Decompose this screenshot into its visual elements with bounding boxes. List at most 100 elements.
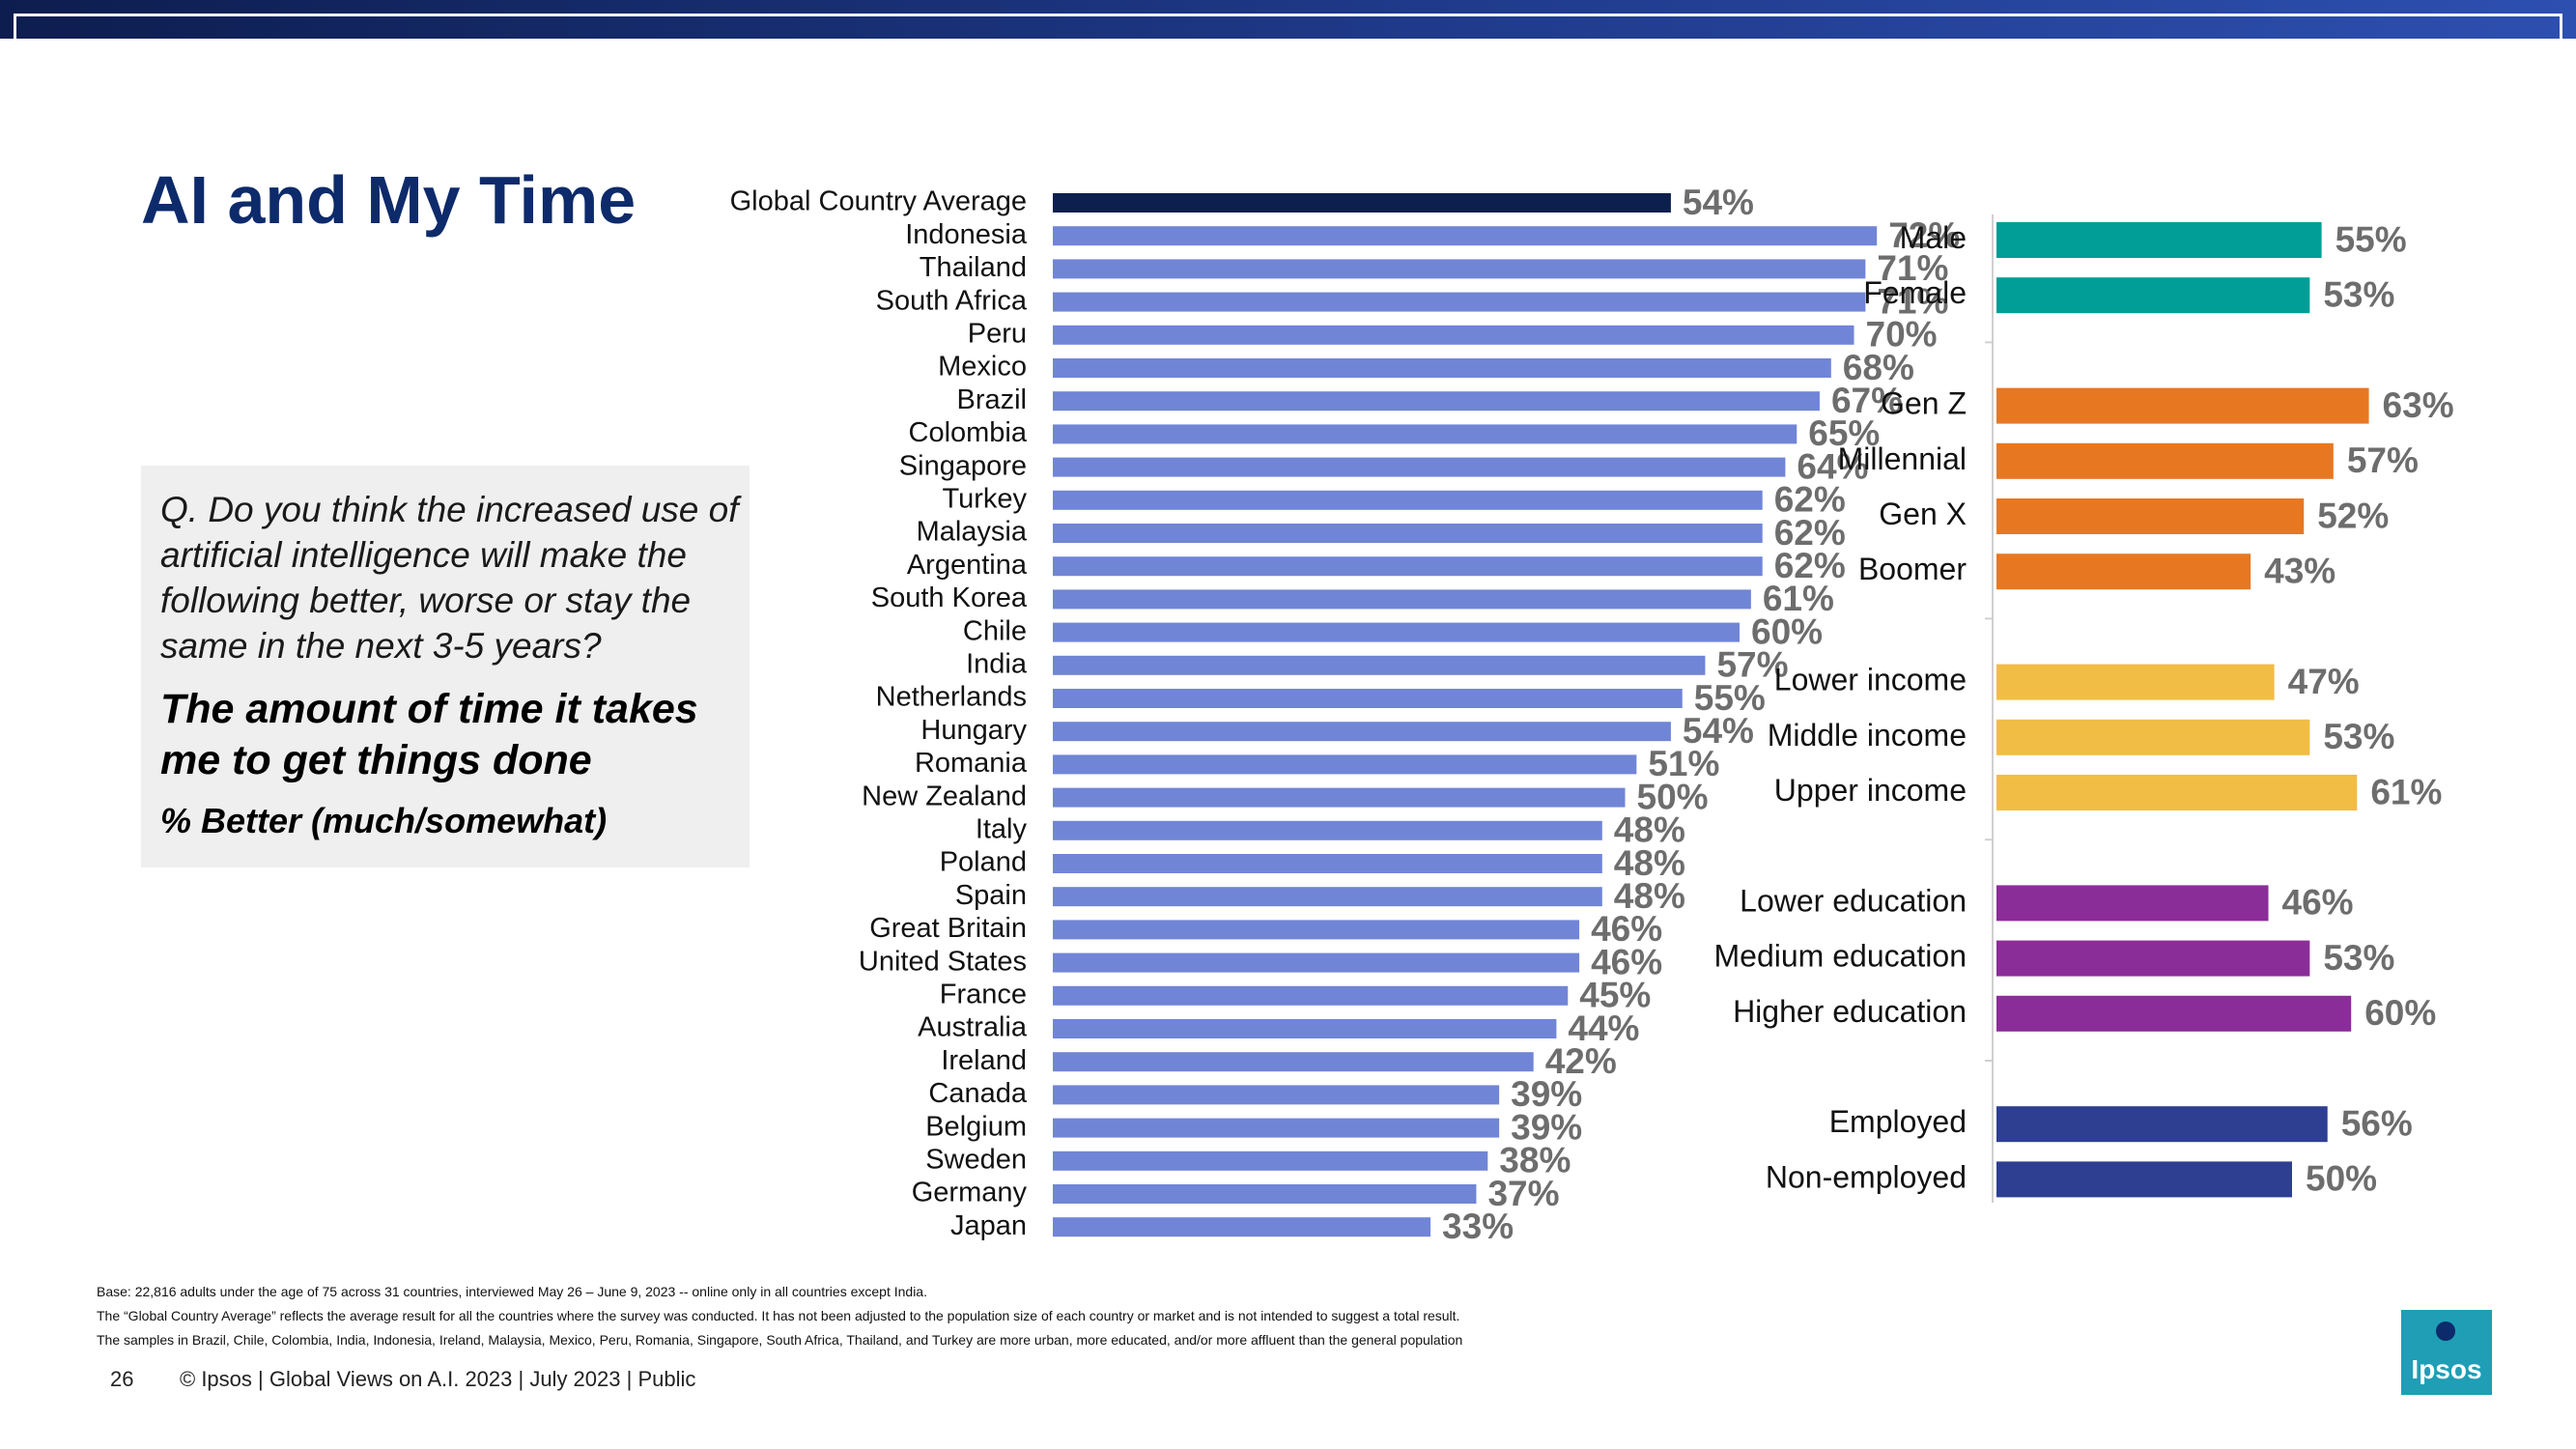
top-banner [0, 0, 2576, 39]
country-bar [1053, 490, 1763, 510]
question-topic: The amount of time it takes me to get th… [160, 686, 698, 783]
country-label: Global Country Average [730, 186, 1027, 217]
country-label: Japan [950, 1210, 1027, 1241]
country-bar [1053, 887, 1602, 907]
country-label: Belgium [925, 1111, 1027, 1142]
country-value-label: 44% [1568, 1009, 1639, 1048]
demographic-label: Non-employed [1766, 1159, 1967, 1194]
country-label: Argentina [907, 550, 1028, 581]
demographic-label: Medium education [1714, 939, 1967, 974]
country-label: France [940, 979, 1027, 1009]
country-value-label: 65% [1808, 413, 1880, 453]
demographic-value-label: 52% [2317, 496, 2389, 535]
country-bar [1053, 920, 1580, 940]
country-bar [1053, 193, 1671, 213]
country-value-label: 51% [1648, 744, 1719, 783]
demographic-value-label: 53% [2323, 938, 2394, 978]
country-label: Canada [928, 1078, 1027, 1109]
country-bar [1053, 589, 1751, 610]
demographic-label: Lower education [1740, 883, 1967, 918]
demographic-label: Higher education [1733, 994, 1967, 1029]
country-bar [1053, 259, 1866, 279]
ipsos-logo: Ipsos [2401, 1310, 2492, 1395]
country-label: India [966, 648, 1028, 679]
country-bar [1053, 556, 1763, 577]
demographic-label: Millennial [1838, 441, 1967, 476]
country-label: Sweden [925, 1144, 1027, 1175]
demographic-bar [1996, 498, 2305, 534]
demographic-bar [1996, 664, 2275, 700]
country-label: Poland [940, 847, 1027, 878]
page-number: 26 [110, 1367, 134, 1391]
demographic-value-label: 56% [2341, 1103, 2413, 1143]
question-box: Q. Do you think the increased use of art… [141, 466, 750, 867]
country-label: United States [859, 946, 1027, 977]
demographic-bar [1996, 387, 2369, 424]
country-bar [1053, 325, 1854, 345]
country-bar [1053, 424, 1798, 444]
footnote-base: Base: 22,816 adults under the age of 75 … [97, 1284, 927, 1299]
country-value-label: 46% [1591, 909, 1662, 949]
country-value-label: 48% [1614, 876, 1685, 916]
country-label: Malaysia [917, 517, 1028, 548]
country-label: South Africa [876, 285, 1028, 316]
country-value-label: 72% [1888, 215, 1960, 255]
country-value-label: 67% [1831, 381, 1903, 420]
demographic-bar [1996, 442, 2334, 479]
demographic-value-label: 46% [2282, 883, 2354, 923]
demographic-value-label: 53% [2323, 717, 2394, 756]
country-value-label: 64% [1797, 446, 1868, 486]
demographic-label: Male [1900, 220, 1967, 255]
country-value-label: 42% [1545, 1041, 1617, 1081]
country-value-label: 70% [1866, 315, 1938, 355]
country-value-label: 68% [1843, 348, 1914, 387]
demographic-label: Employed [1829, 1104, 1967, 1139]
country-value-label: 50% [1637, 777, 1709, 816]
country-bar [1053, 854, 1602, 873]
footer: 26 © Ipsos | Global Views on A.I. 2023 | … [110, 1367, 695, 1392]
demographic-label: Lower income [1774, 663, 1967, 697]
country-bar [1053, 1019, 1557, 1038]
demographic-bar [1996, 554, 2251, 590]
country-label: Romania [915, 748, 1028, 779]
demographic-value-label: 61% [2370, 772, 2442, 811]
country-label: Mexico [938, 352, 1027, 383]
country-bar [1053, 985, 1569, 1006]
country-value-label: 39% [1511, 1074, 1582, 1114]
demographic-bar [1996, 1106, 2328, 1143]
country-value-label: 62% [1774, 480, 1846, 520]
country-bar [1053, 1151, 1488, 1171]
country-bar [1053, 226, 1878, 246]
demographic-bar [1996, 775, 2358, 810]
country-label: Singapore [899, 450, 1027, 481]
country-value-label: 61% [1763, 579, 1834, 618]
country-bar [1053, 391, 1820, 412]
demographic-label: Upper income [1774, 773, 1967, 808]
question-text: Q. Do you think the increased use of art… [160, 490, 739, 666]
page-title: AI and My Time [141, 162, 637, 238]
demographic-bar [1996, 719, 2310, 755]
country-bar [1053, 524, 1763, 543]
demographic-bar [1996, 885, 2269, 922]
demographic-bar [1996, 1161, 2292, 1198]
country-bar [1053, 1217, 1431, 1237]
demographic-bar [1996, 222, 2322, 258]
country-label: Spain [955, 880, 1027, 911]
country-bar [1053, 1118, 1500, 1138]
country-label: Germany [912, 1178, 1028, 1208]
country-bar [1053, 689, 1683, 708]
country-bar [1053, 1085, 1500, 1105]
demographic-value-label: 47% [2288, 662, 2360, 701]
country-value-label: 48% [1614, 810, 1685, 850]
country-value-label: 71% [1877, 281, 1948, 321]
country-value-label: 54% [1683, 711, 1754, 751]
country-bar [1053, 787, 1626, 808]
country-label: South Korea [871, 582, 1028, 613]
country-bar [1053, 655, 1706, 675]
demographic-bar [1996, 277, 2310, 314]
demographic-value-label: 50% [2306, 1159, 2377, 1199]
demographic-value-label: 53% [2323, 274, 2394, 314]
footnote-global-average: The “Global Country Average” reflects th… [97, 1308, 1460, 1323]
country-value-label: 62% [1774, 546, 1846, 585]
country-bar [1053, 622, 1740, 642]
